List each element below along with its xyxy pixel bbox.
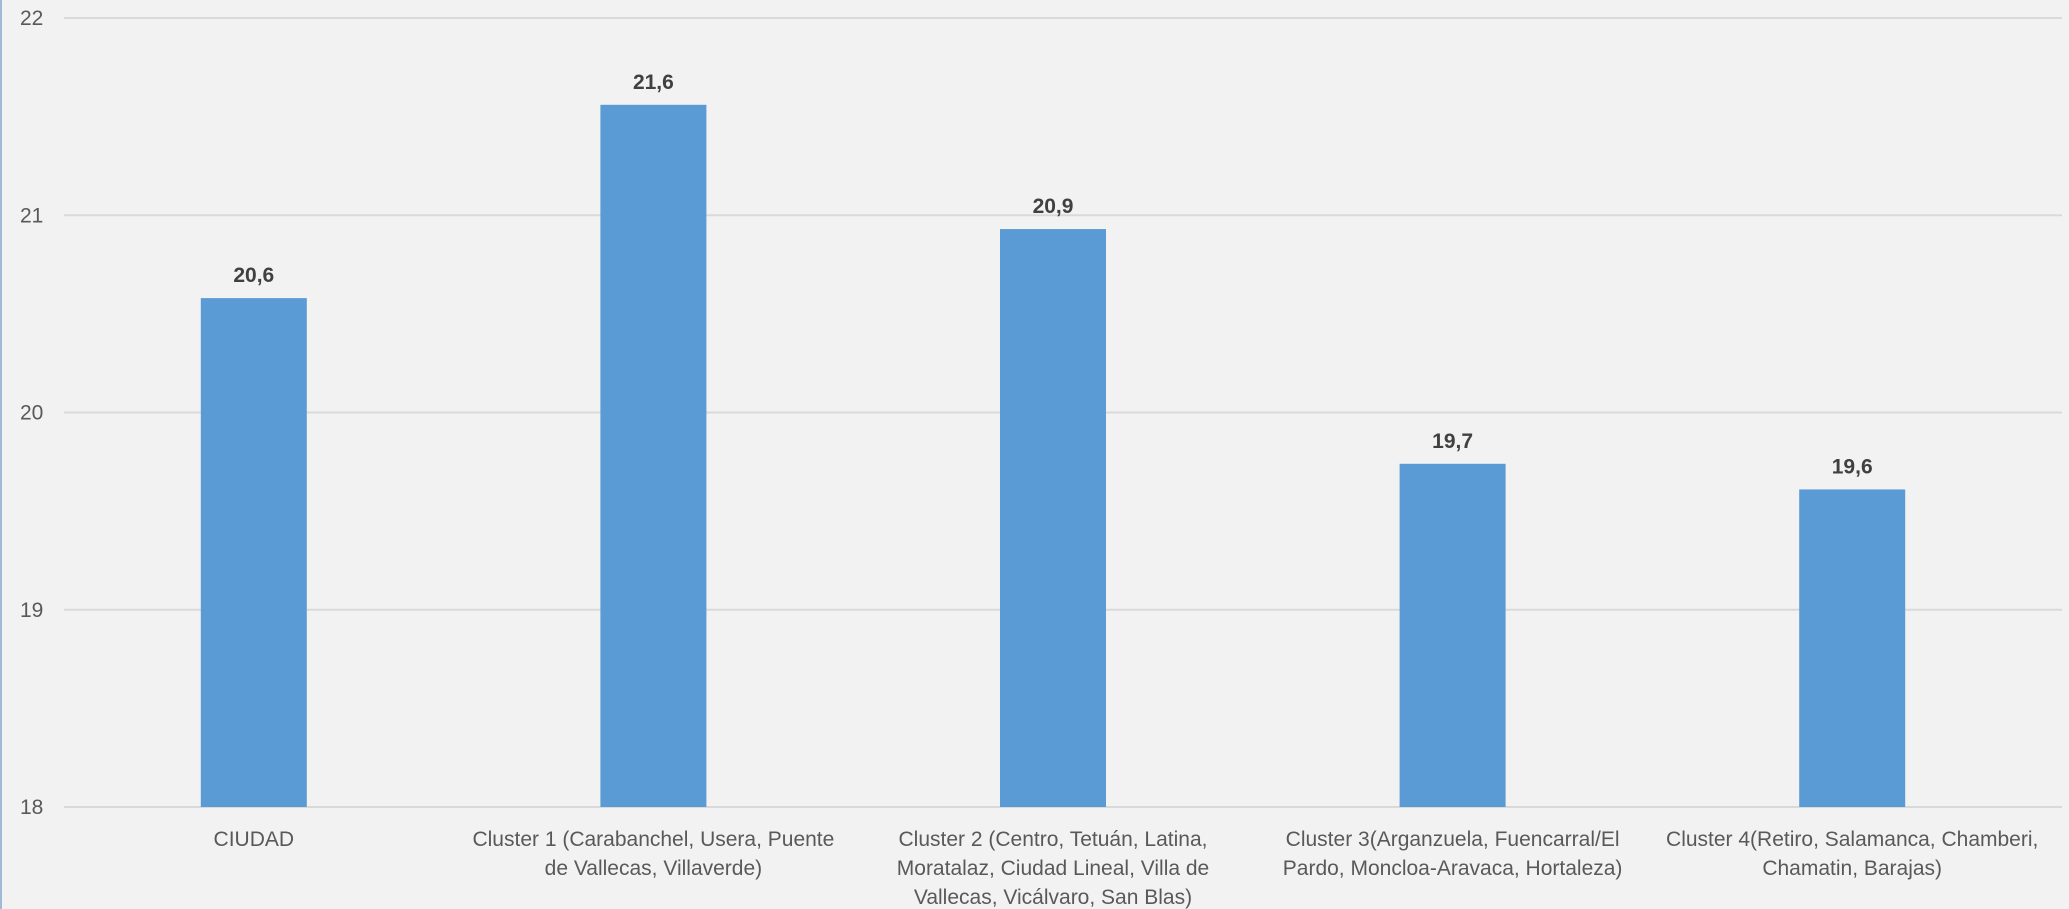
x-category-label: Cluster 3(Arganzuela, Fuencarral/El Pardo… — [1283, 828, 1623, 880]
y-axis-tick-labels: 18 19 20 21 22 — [20, 7, 43, 819]
x-axis-category-labels: CIUDAD Cluster 1 (Carabanchel, Usera, Pue… — [214, 828, 2039, 909]
x-category-label-line: Pardo, Moncloa-Aravaca, Hortaleza) — [1283, 857, 1623, 880]
data-label: 21,6 — [633, 71, 674, 94]
bar — [600, 104, 707, 808]
x-category-label-line: de Vallecas, Villaverde) — [545, 857, 763, 880]
x-category-label: Cluster 2 (Centro, Tetuán, Latina, Morata… — [897, 828, 1209, 909]
y-tick-label: 18 — [20, 796, 43, 819]
data-labels: 20,6 21,6 20,9 19,7 19,6 — [233, 71, 1872, 479]
x-category-label-line: Chamatin, Barajas) — [1762, 857, 1942, 880]
x-category-label-line: CIUDAD — [214, 828, 295, 851]
x-category-label: CIUDAD — [214, 828, 295, 851]
y-tick-label: 20 — [20, 402, 43, 425]
data-label: 19,6 — [1832, 455, 1873, 478]
x-category-label-line: Cluster 1 (Carabanchel, Usera, Puente — [472, 828, 834, 851]
x-category-label: Cluster 1 (Carabanchel, Usera, Puente de … — [472, 828, 834, 880]
x-category-label: Cluster 4(Retiro, Salamanca, Chamberi, Ch… — [1666, 828, 2038, 880]
bar — [1399, 463, 1506, 807]
bar — [1000, 229, 1106, 807]
y-tick-label: 21 — [20, 204, 43, 227]
data-label: 20,6 — [233, 264, 274, 287]
x-category-label-line: Vallecas, Vicálvaro, San Blas) — [914, 886, 1192, 909]
data-label: 19,7 — [1432, 430, 1473, 453]
data-label: 20,9 — [1033, 195, 1074, 218]
x-category-label-line: Cluster 2 (Centro, Tetuán, Latina, — [899, 828, 1208, 851]
y-tick-label: 19 — [20, 599, 43, 622]
x-category-label-line: Cluster 4(Retiro, Salamanca, Chamberi, — [1666, 828, 2038, 851]
y-tick-label: 22 — [20, 7, 43, 30]
bar — [200, 298, 307, 807]
bar — [1799, 489, 1906, 807]
x-category-label-line: Moratalaz, Ciudad Lineal, Villa de — [897, 857, 1209, 880]
bars — [200, 104, 1906, 808]
x-category-label-line: Cluster 3(Arganzuela, Fuencarral/El — [1286, 828, 1620, 851]
